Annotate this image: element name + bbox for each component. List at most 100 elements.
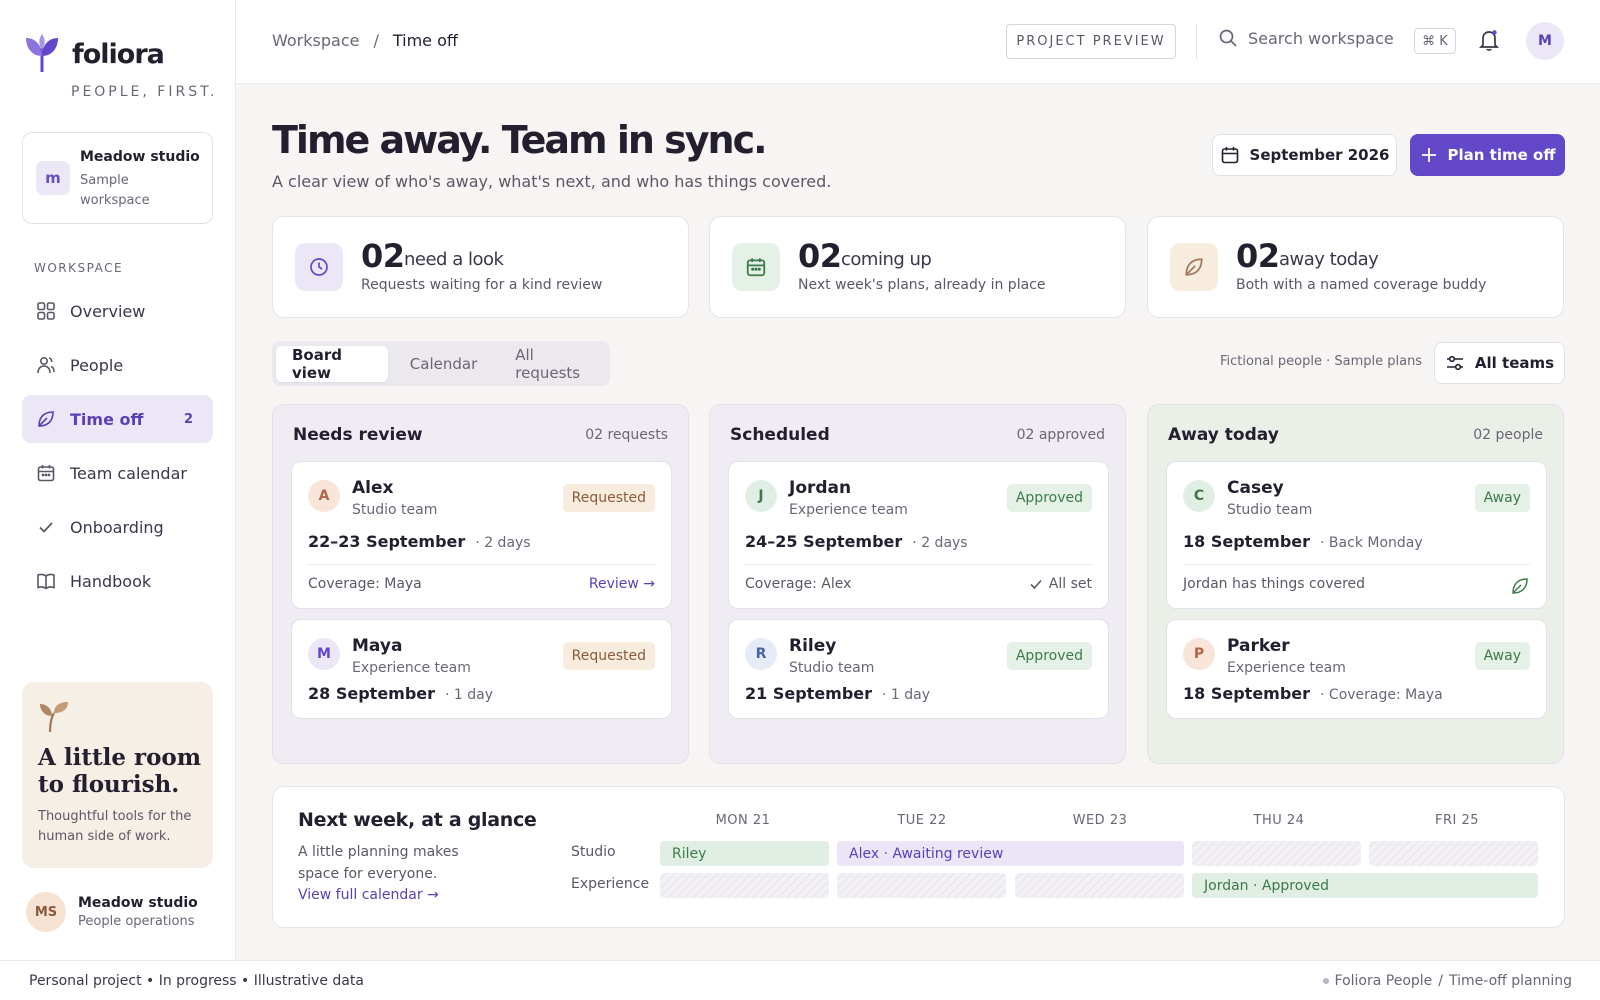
avatar[interactable]: M (1526, 22, 1564, 60)
request-card[interactable]: P Parker Experience team Away 18 Septemb… (1166, 619, 1547, 719)
leave-bar-riley[interactable]: Riley (660, 841, 829, 866)
clock-icon (295, 243, 343, 291)
sidebar-item-label: People (70, 355, 124, 375)
footer-product: Foliora People (1334, 973, 1433, 989)
leave-dates: 28 September · 1 day (308, 684, 493, 703)
divider (308, 564, 655, 565)
breadcrumb-workspace[interactable]: Workspace (272, 31, 360, 50)
tab-board-view[interactable]: Board view (276, 345, 388, 382)
sidebar-item-label: Onboarding (70, 517, 164, 537)
stat-label: coming up (841, 249, 932, 270)
divider (1196, 24, 1197, 59)
view-tabs: Board view Calendar All requests (272, 341, 610, 386)
stat-card-review[interactable]: 02 need a look Requests waiting for a ki… (272, 216, 689, 318)
project-preview-button[interactable]: PROJECT PREVIEW (1006, 24, 1176, 59)
week-glance: Next week, at a glance A little planning… (272, 786, 1565, 928)
leave-dates: 21 September · 1 day (745, 684, 930, 703)
request-card[interactable]: M Maya Experience team Requested 28 Sept… (291, 619, 672, 719)
avatar: R (745, 638, 777, 670)
sidebar-item-onboarding[interactable]: Onboarding (22, 503, 213, 551)
duration: · 1 day (445, 687, 494, 703)
promo-title: A little room to flourish. (38, 744, 202, 798)
calendar-icon (36, 463, 56, 483)
workspace-switcher[interactable]: m Meadow studio Sample workspace (22, 132, 213, 224)
glance-text: A little planning makes space for everyo… (298, 844, 459, 882)
stat-subtitle: Requests waiting for a kind review (361, 277, 603, 293)
leaf-icon (1170, 243, 1218, 291)
sidebar-item-label: Team calendar (70, 463, 187, 483)
view-calendar-link[interactable]: View full calendar → (298, 887, 439, 903)
date-range: 18 September (1183, 532, 1311, 551)
empty-slot (660, 873, 829, 898)
column-count: 02 requests (585, 427, 668, 443)
sidebar-item-handbook[interactable]: Handbook (22, 557, 213, 605)
row-label-experience: Experience (571, 876, 650, 892)
person-name: Maya (352, 636, 403, 656)
review-link[interactable]: Review → (588, 576, 655, 592)
plan-time-off-button[interactable]: Plan time off (1410, 134, 1565, 176)
column-title: Away today (1168, 425, 1279, 445)
leaf-logo-icon (26, 34, 58, 72)
workspace-subtitle: Sample workspace (80, 173, 150, 208)
breadcrumb-current: Time off (392, 31, 458, 50)
leave-bar-alex[interactable]: Alex · Awaiting review (837, 841, 1184, 866)
footer-section: Time-off planning (1449, 973, 1572, 989)
column-count: 02 approved (1016, 427, 1105, 443)
search-placeholder: Search workspace (1248, 28, 1394, 48)
date-range: 22–23 September (308, 532, 466, 551)
leave-bar-jordan[interactable]: Jordan · Approved (1192, 873, 1538, 898)
stat-subtitle: Both with a named coverage buddy (1236, 277, 1487, 293)
month-label: September 2026 (1249, 146, 1390, 164)
person-team: Studio team (789, 660, 875, 676)
sample-data-note: Fictional people · Sample plans (1220, 354, 1423, 369)
request-card[interactable]: R Riley Studio team Approved 21 Septembe… (728, 619, 1109, 719)
stat-label: need a look (404, 249, 504, 270)
footer-note: Personal project • In progress • Illustr… (29, 973, 364, 989)
leave-dates: 18 September · Back Monday (1183, 532, 1423, 551)
breadcrumb-separator: / (373, 31, 379, 50)
team-filter-label: All teams (1474, 354, 1555, 372)
sidebar-item-team-calendar[interactable]: Team calendar (22, 449, 213, 497)
check-icon (36, 517, 56, 537)
status-badge: Requested (562, 484, 655, 512)
request-card[interactable]: J Jordan Experience team Approved 24–25 … (728, 461, 1109, 609)
stat-card-upcoming[interactable]: 02 coming up Next week's plans, already … (709, 216, 1126, 318)
workspace-avatar: m (36, 161, 70, 195)
sidebar-item-label: Time off (70, 409, 144, 429)
stat-number: 02 (798, 237, 842, 275)
search-input[interactable]: Search workspace (1218, 28, 1394, 48)
empty-slot (1369, 841, 1538, 866)
date-range: 28 September (308, 684, 436, 703)
coverage-text: Jordan has things covered (1183, 576, 1366, 592)
glance-title: Next week, at a glance (298, 809, 537, 831)
workspace-name: Meadow studio (80, 149, 200, 165)
tab-calendar[interactable]: Calendar (409, 354, 478, 373)
request-card[interactable]: A Alex Studio team Requested 22–23 Septe… (291, 461, 672, 609)
tab-all-requests[interactable]: All requests (515, 345, 581, 382)
day-header: MON 21 (715, 813, 771, 828)
calendar-icon (1221, 147, 1238, 164)
sidebar-item-time-off[interactable]: Time off 2 (22, 395, 213, 443)
empty-slot (1015, 873, 1184, 898)
sidebar-item-overview[interactable]: Overview (22, 287, 213, 335)
calendar-icon (732, 243, 780, 291)
page-subtitle: A clear view of who's away, what's next,… (272, 172, 832, 191)
sidebar: foliora PEOPLE, FIRST. m Meadow studio S… (0, 0, 236, 960)
month-picker-button[interactable]: September 2026 (1212, 134, 1397, 176)
person-team: Studio team (352, 502, 438, 518)
nav-heading: WORKSPACE (34, 261, 124, 275)
brand-name: foliora (72, 38, 165, 70)
leaf-icon (36, 409, 56, 429)
footer-separator: / (1438, 973, 1443, 989)
notifications-button[interactable] (1478, 28, 1500, 56)
request-card[interactable]: C Casey Studio team Away 18 September · B… (1166, 461, 1547, 609)
user-profile[interactable]: MS Meadow studio People operations (26, 892, 198, 932)
sidebar-item-label: Handbook (70, 571, 152, 591)
column-needs-review: Needs review 02 requests A Alex Studio t… (272, 404, 689, 764)
search-icon (1219, 29, 1237, 47)
team-filter-button[interactable]: All teams (1434, 342, 1565, 384)
stat-card-away[interactable]: 02 away today Both with a named coverage… (1147, 216, 1564, 318)
brand-logo[interactable]: foliora (24, 34, 165, 74)
column-title: Scheduled (730, 425, 830, 445)
sidebar-item-people[interactable]: People (22, 341, 213, 389)
